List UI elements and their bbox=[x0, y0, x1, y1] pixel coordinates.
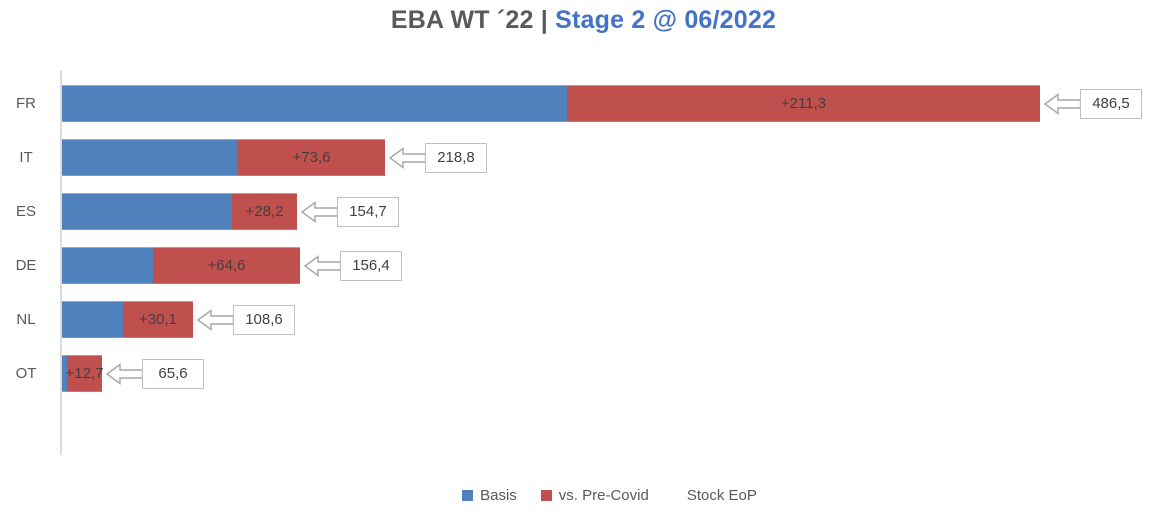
category-label: FR bbox=[16, 95, 36, 112]
delta-bar-segment: +211,3 bbox=[567, 85, 1040, 122]
category-label: NL bbox=[16, 311, 36, 328]
bar-row-es: ES +28,2 154,7 bbox=[0, 193, 1167, 230]
left-arrow-icon bbox=[303, 254, 342, 277]
stock-eop-callout: 486,5 bbox=[1080, 88, 1142, 119]
delta-value-label: +30,1 bbox=[139, 311, 177, 328]
left-arrow-icon bbox=[300, 200, 339, 223]
delta-value-label: +73,6 bbox=[292, 149, 331, 166]
delta-bar-segment: +12,7 bbox=[65, 355, 104, 392]
delta-bar-segment: +30,1 bbox=[123, 301, 193, 338]
bar-row-nl: NL +30,1 108,6 bbox=[0, 301, 1167, 338]
delta-value-label: +211,3 bbox=[780, 95, 827, 112]
bar-row-fr: FR +211,3 486,5 bbox=[0, 85, 1167, 122]
basis-bar-segment bbox=[62, 85, 567, 122]
delta-bar-segment: +28,2 bbox=[232, 193, 297, 230]
stock-eop-callout: 218,8 bbox=[425, 142, 487, 173]
stock-eop-callout: 108,6 bbox=[233, 304, 295, 335]
basis-bar-segment bbox=[62, 193, 232, 230]
legend-swatch-icon bbox=[462, 490, 474, 501]
basis-bar-segment bbox=[62, 139, 238, 176]
left-arrow-icon bbox=[105, 362, 144, 385]
category-label: OT bbox=[15, 365, 37, 382]
legend-swatch-icon bbox=[540, 490, 552, 501]
title-prefix: EBA WT ´22 | bbox=[390, 6, 556, 34]
legend-item-basis: Basis bbox=[462, 487, 517, 504]
category-label: ES bbox=[15, 203, 36, 220]
basis-bar-segment bbox=[62, 247, 153, 284]
bar-row-ot: OT +12,7 65,6 bbox=[0, 355, 1167, 392]
category-label: DE bbox=[15, 257, 37, 274]
basis-bar-segment bbox=[62, 301, 123, 338]
legend-label: Basis bbox=[480, 487, 517, 504]
basis-bar-segment bbox=[62, 355, 67, 392]
delta-value-label: +28,2 bbox=[245, 203, 284, 220]
bar-row-it: IT +73,6 218,8 bbox=[0, 139, 1167, 176]
chart-title: EBA WT ´22 | Stage 2 @ 06/2022 bbox=[0, 6, 1167, 35]
legend: Basis vs. Pre-Covid Stock EoP bbox=[26, 487, 1167, 504]
left-arrow-icon bbox=[1043, 92, 1082, 115]
delta-value-label: +64,6 bbox=[207, 257, 246, 274]
legend-label: vs. Pre-Covid bbox=[558, 487, 649, 504]
delta-bar-segment: +64,6 bbox=[153, 247, 300, 284]
legend-item-vs-pre-covid: vs. Pre-Covid bbox=[540, 487, 649, 504]
category-label: IT bbox=[19, 149, 33, 166]
stock-eop-callout: 156,4 bbox=[340, 250, 402, 281]
left-arrow-icon bbox=[388, 146, 427, 169]
legend-item-stock-eop: Stock EoP bbox=[687, 487, 757, 504]
delta-value-label: +12,7 bbox=[65, 365, 104, 382]
bar-row-de: DE +64,6 156,4 bbox=[0, 247, 1167, 284]
title-highlight: Stage 2 @ 06/2022 bbox=[555, 6, 777, 34]
legend-label: Stock EoP bbox=[686, 487, 757, 504]
stock-eop-callout: 154,7 bbox=[337, 196, 399, 227]
y-axis-line bbox=[60, 70, 62, 455]
left-arrow-icon bbox=[196, 308, 235, 331]
delta-bar-segment: +73,6 bbox=[238, 139, 385, 176]
stock-eop-callout: 65,6 bbox=[142, 358, 204, 389]
